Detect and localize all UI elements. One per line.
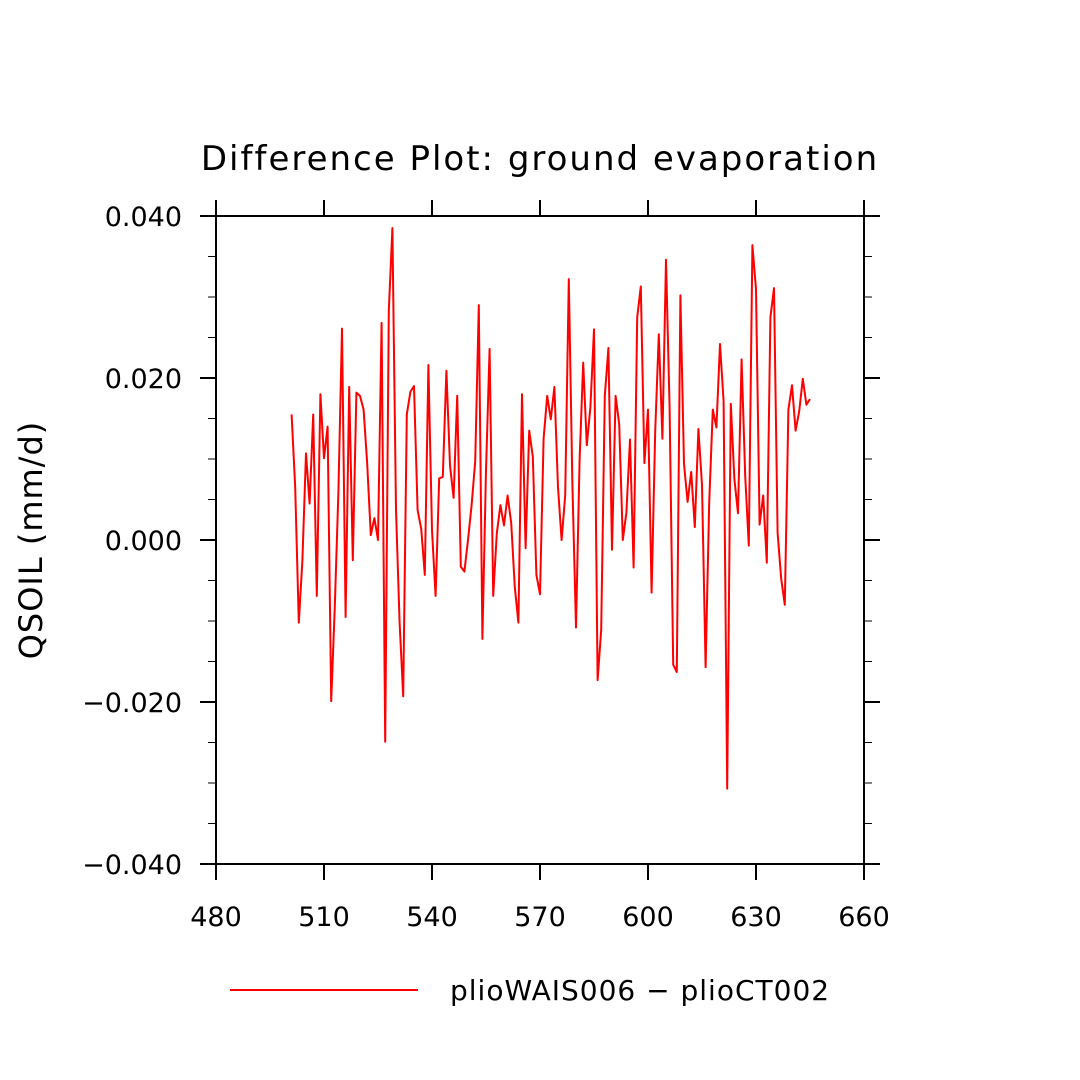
y-tick-label: 0.000 (105, 526, 182, 557)
x-tick-label: 510 (298, 902, 350, 933)
x-tick-label: 630 (730, 902, 782, 933)
y-axis-label: QSOIL (mm/d) (12, 421, 50, 660)
y-tick-label: −0.040 (82, 850, 182, 881)
y-axis-tick-labels: −0.040 −0.020 0.000 0.020 0.040 (82, 202, 182, 881)
y-tick-label: 0.040 (105, 202, 182, 233)
legend: plioWAIS006 − plioCT002 (230, 974, 830, 1007)
x-tick-label: 600 (622, 902, 674, 933)
x-tick-label: 480 (190, 902, 242, 933)
y-tick-label: 0.020 (105, 364, 182, 395)
y-tick-label: −0.020 (82, 688, 182, 719)
series-layer (290, 227, 811, 790)
legend-label: plioWAIS006 − plioCT002 (450, 974, 830, 1007)
x-tick-label: 660 (838, 902, 890, 933)
axis-ticks (200, 200, 880, 880)
x-tick-label: 570 (514, 902, 566, 933)
x-tick-label: 540 (406, 902, 458, 933)
x-axis-tick-labels: 480 510 540 570 600 630 660 (190, 902, 890, 933)
chart-title: Difference Plot: ground evaporation (201, 139, 879, 179)
y-minor-ticks (208, 256, 872, 824)
series-line (290, 227, 811, 790)
